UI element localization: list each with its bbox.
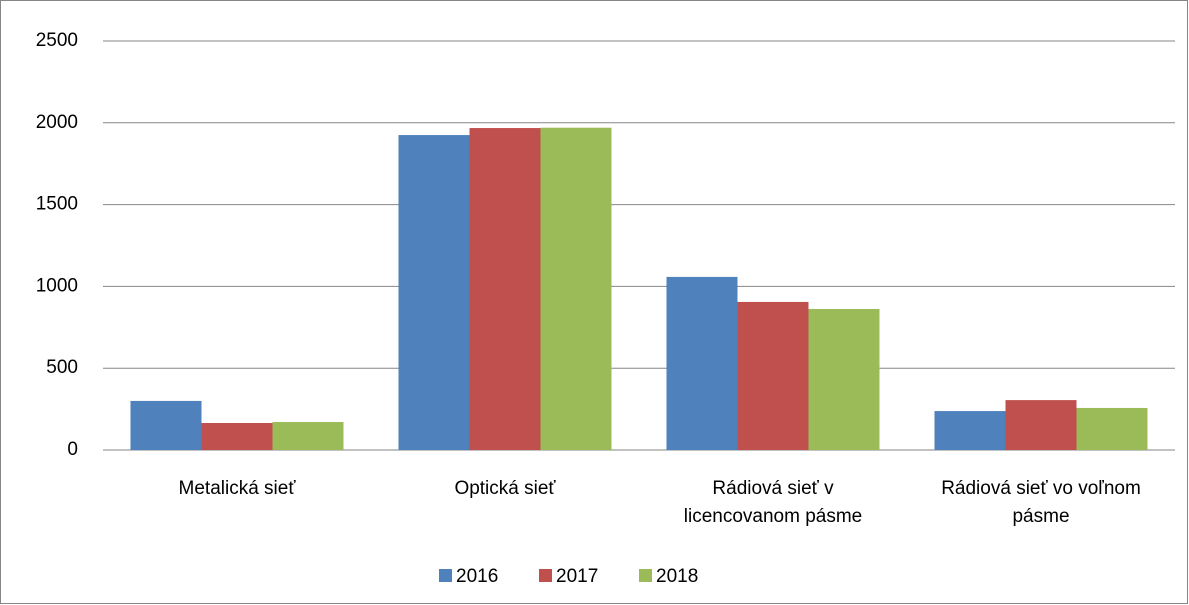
bar <box>1076 407 1148 450</box>
bar <box>201 423 273 450</box>
legend-swatch <box>639 569 652 582</box>
bar <box>540 127 612 450</box>
y-tick-label: 2500 <box>36 30 78 51</box>
bar <box>398 135 470 450</box>
legend-label: 2017 <box>556 566 598 587</box>
legend-swatch <box>539 569 552 582</box>
y-tick-label: 1500 <box>36 194 78 215</box>
y-tick-label: 0 <box>67 439 78 460</box>
legend-swatch <box>439 569 452 582</box>
y-tick-label: 500 <box>46 357 78 378</box>
bar <box>934 411 1006 450</box>
bar <box>666 276 738 450</box>
bar <box>469 128 541 450</box>
bar <box>808 308 880 450</box>
bar <box>737 301 809 450</box>
x-tick-label: Metalická sieť <box>179 478 297 499</box>
bar <box>130 400 202 450</box>
legend-label: 2016 <box>456 566 498 587</box>
bar <box>272 422 344 450</box>
x-tick-label: Optická sieť <box>454 478 556 499</box>
y-tick-label: 1000 <box>36 275 78 296</box>
x-tick-label: Rádiová sieť vo voľnom pásme <box>941 478 1141 527</box>
x-tick-label: Rádiová sieť v licencovanom pásme <box>684 478 862 527</box>
bar <box>1005 400 1077 450</box>
y-tick-label: 2000 <box>36 112 78 133</box>
legend-label: 2018 <box>656 566 698 587</box>
